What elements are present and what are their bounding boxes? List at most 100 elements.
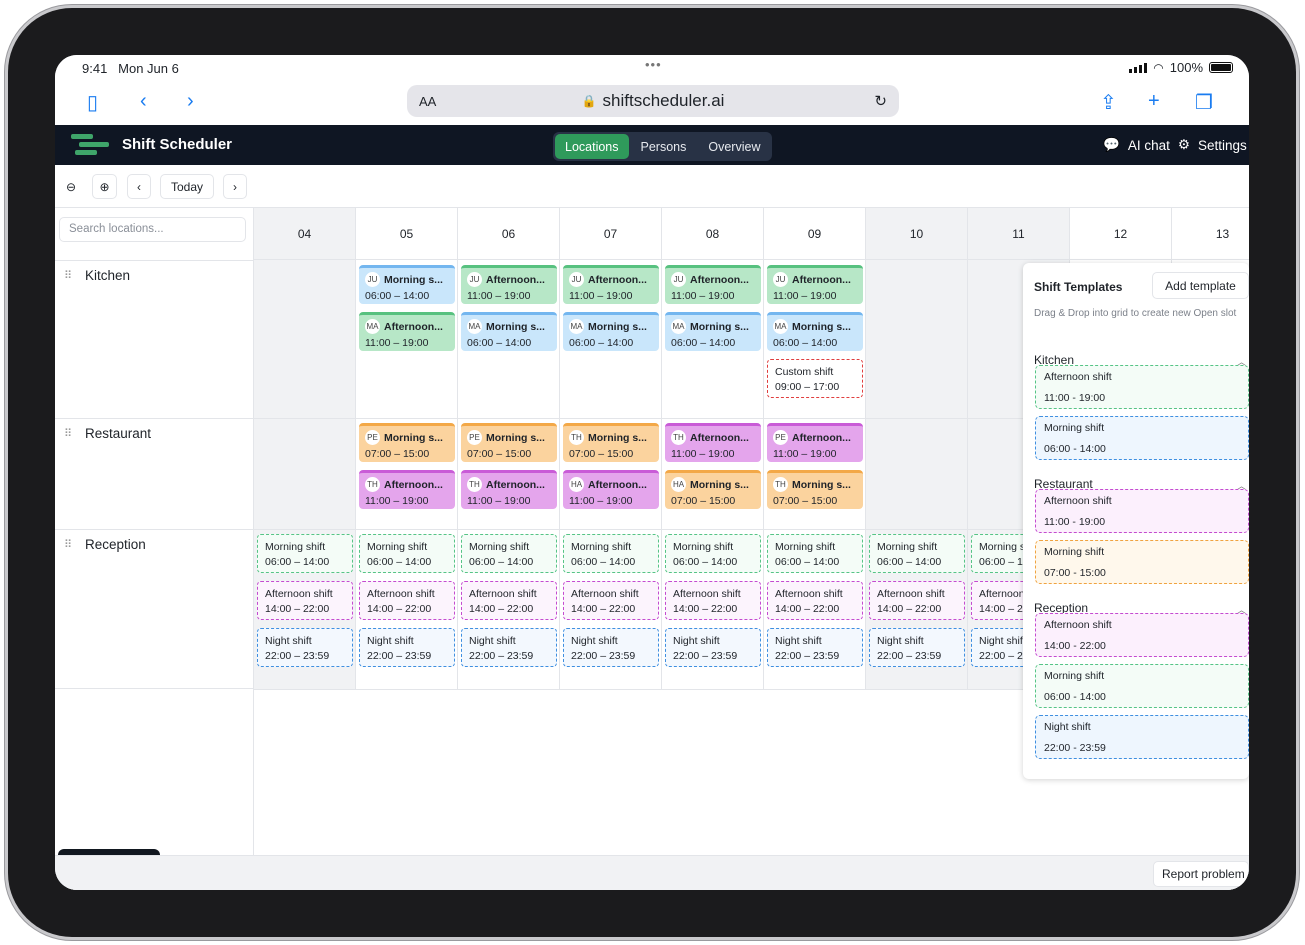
day-header[interactable]: 13 [1172, 208, 1249, 260]
shift-card[interactable]: JU Afternoon... 11:00 – 19:00 [461, 265, 557, 304]
shift-card[interactable]: TH Afternoon... 11:00 – 19:00 [665, 423, 761, 462]
shift-title: Afternoon shift [265, 588, 333, 600]
shift-card[interactable]: MA Morning s... 06:00 – 14:00 [461, 312, 557, 351]
open-shift-slot[interactable]: Afternoon shift 14:00 – 22:00 [767, 581, 863, 620]
chevron-up-icon[interactable]: ︿ [1237, 357, 1247, 367]
open-shift-slot[interactable]: Night shift 22:00 – 23:59 [257, 628, 353, 667]
gear-icon[interactable]: ⚙ [1177, 137, 1190, 152]
shift-card[interactable]: PE Morning s... 07:00 – 15:00 [461, 423, 557, 462]
shift-card[interactable]: MA Morning s... 06:00 – 14:00 [563, 312, 659, 351]
back-icon[interactable]: ‹ [140, 90, 147, 112]
shift-card[interactable]: MA Morning s... 06:00 – 14:00 [665, 312, 761, 351]
location-row-reception[interactable]: ⠿ Reception [55, 529, 254, 689]
shift-card[interactable]: JU Afternoon... 11:00 – 19:00 [563, 265, 659, 304]
open-shift-slot[interactable]: Afternoon shift 14:00 – 22:00 [563, 581, 659, 620]
zoom-in-icon[interactable]: ⊕ [92, 174, 117, 199]
day-header[interactable]: 05 [356, 208, 458, 260]
location-row-restaurant[interactable]: ⠿ Restaurant [55, 418, 254, 529]
custom-shift-card[interactable]: Custom shift 09:00 – 17:00 [767, 359, 863, 398]
template-card[interactable]: Morning shift 06:00 - 14:00 [1035, 416, 1249, 460]
search-input[interactable]: Search locations... [59, 217, 246, 242]
template-card[interactable]: Afternoon shift 11:00 - 19:00 [1035, 365, 1249, 409]
open-shift-slot[interactable]: Night shift 22:00 – 23:59 [563, 628, 659, 667]
tab-locations[interactable]: Locations [555, 134, 629, 159]
shift-card[interactable]: MA Morning s... 06:00 – 14:00 [767, 312, 863, 351]
day-header[interactable]: 09 [764, 208, 866, 260]
shift-title: Morning shift [571, 541, 632, 553]
forward-icon[interactable]: › [187, 90, 194, 112]
drag-handle-icon[interactable]: ⠿ [64, 270, 73, 282]
shift-card[interactable]: PE Morning s... 07:00 – 15:00 [359, 423, 455, 462]
reader-aa-button[interactable]: AA [419, 93, 437, 109]
day-header[interactable]: 07 [560, 208, 662, 260]
day-header[interactable]: 11 [968, 208, 1070, 260]
tabs-icon[interactable]: ❐ [1195, 92, 1213, 114]
shift-card[interactable]: PE Afternoon... 11:00 – 19:00 [767, 423, 863, 462]
open-shift-slot[interactable]: Night shift 22:00 – 23:59 [767, 628, 863, 667]
shift-card[interactable]: MA Afternoon... 11:00 – 19:00 [359, 312, 455, 351]
open-shift-slot[interactable]: Morning shift 06:00 – 14:00 [869, 534, 965, 573]
prev-button[interactable]: ‹ [127, 174, 151, 199]
multitask-dots[interactable]: ••• [645, 57, 662, 72]
open-shift-slot[interactable]: Afternoon shift 14:00 – 22:00 [461, 581, 557, 620]
open-shift-slot[interactable]: Night shift 22:00 – 23:59 [359, 628, 455, 667]
open-shift-slot[interactable]: Morning shift 06:00 – 14:00 [563, 534, 659, 573]
sidebar-icon[interactable]: ▯ [87, 92, 99, 114]
open-shift-slot[interactable]: Morning shift 06:00 – 14:00 [461, 534, 557, 573]
chevron-up-icon[interactable]: ︿ [1237, 481, 1247, 491]
shift-card[interactable]: HA Afternoon... 11:00 – 19:00 [563, 470, 659, 509]
day-header[interactable]: 04 [254, 208, 356, 260]
template-card[interactable]: Morning shift 07:00 - 15:00 [1035, 540, 1249, 584]
shift-card[interactable]: TH Morning s... 07:00 – 15:00 [563, 423, 659, 462]
add-template-button[interactable]: Add template [1152, 272, 1249, 299]
zoom-out-icon[interactable]: ⊖ [60, 174, 82, 199]
template-card[interactable]: Night shift 22:00 - 23:59 [1035, 715, 1249, 759]
ai-chat-button[interactable]: AI chat [1127, 137, 1170, 153]
open-shift-slot[interactable]: Night shift 22:00 – 23:59 [461, 628, 557, 667]
open-shift-slot[interactable]: Morning shift 06:00 – 14:00 [359, 534, 455, 573]
template-group-kitchen[interactable]: Kitchen [1034, 353, 1075, 367]
reload-icon[interactable]: ↻ [874, 93, 887, 110]
settings-button[interactable]: Settings [1197, 137, 1247, 153]
open-shift-slot[interactable]: Afternoon shift 14:00 – 22:00 [257, 581, 353, 620]
new-tab-icon[interactable]: + [1148, 90, 1160, 112]
day-header[interactable]: 08 [662, 208, 764, 260]
tab-persons[interactable]: Persons [640, 140, 687, 154]
open-shift-slot[interactable]: Morning shift 06:00 – 14:00 [665, 534, 761, 573]
day-header[interactable]: 10 [866, 208, 968, 260]
shift-title: Morning shift [265, 541, 326, 553]
open-shift-slot[interactable]: Night shift 22:00 – 23:59 [869, 628, 965, 667]
day-header[interactable]: 06 [458, 208, 560, 260]
next-button[interactable]: › [223, 174, 247, 199]
open-shift-slot[interactable]: Afternoon shift 14:00 – 22:00 [665, 581, 761, 620]
open-shift-slot[interactable]: Morning shift 06:00 – 14:00 [257, 534, 353, 573]
shift-card[interactable]: JU Morning s... 06:00 – 14:00 [359, 265, 455, 304]
shift-card[interactable]: TH Morning s... 07:00 – 15:00 [767, 470, 863, 509]
open-shift-slot[interactable]: Afternoon shift 14:00 – 22:00 [869, 581, 965, 620]
drag-handle-icon[interactable]: ⠿ [64, 428, 73, 440]
location-row-kitchen[interactable]: ⠿ Kitchen [55, 260, 254, 418]
open-shift-slot[interactable]: Afternoon shift 14:00 – 22:00 [359, 581, 455, 620]
share-icon[interactable]: ⇪ [1100, 92, 1117, 114]
template-card[interactable]: Afternoon shift 11:00 - 19:00 [1035, 489, 1249, 533]
chat-icon[interactable]: 💬 [1103, 137, 1120, 152]
template-group-reception[interactable]: Reception [1034, 601, 1089, 615]
open-shift-slot[interactable]: Night shift 22:00 – 23:59 [665, 628, 761, 667]
avatar: JU [569, 272, 584, 287]
template-card[interactable]: Morning shift 06:00 - 14:00 [1035, 664, 1249, 708]
template-group-restaurant[interactable]: Restaurant [1034, 477, 1093, 491]
shift-card[interactable]: HA Morning s... 07:00 – 15:00 [665, 470, 761, 509]
today-button[interactable]: Today [160, 174, 214, 199]
shift-card[interactable]: TH Afternoon... 11:00 – 19:00 [461, 470, 557, 509]
chevron-up-icon[interactable]: ︿ [1237, 605, 1247, 615]
shift-card[interactable]: JU Afternoon... 11:00 – 19:00 [767, 265, 863, 304]
report-problem-button[interactable]: Report problem [1153, 861, 1249, 887]
shift-card[interactable]: TH Afternoon... 11:00 – 19:00 [359, 470, 455, 509]
shift-card[interactable]: JU Afternoon... 11:00 – 19:00 [665, 265, 761, 304]
tab-overview[interactable]: Overview [708, 140, 761, 154]
template-card[interactable]: Afternoon shift 14:00 - 22:00 [1035, 613, 1249, 657]
day-header[interactable]: 12 [1070, 208, 1172, 260]
address-bar[interactable]: AA 🔒 shiftscheduler.ai ↻ [407, 85, 899, 117]
drag-handle-icon[interactable]: ⠿ [64, 539, 73, 551]
open-shift-slot[interactable]: Morning shift 06:00 – 14:00 [767, 534, 863, 573]
